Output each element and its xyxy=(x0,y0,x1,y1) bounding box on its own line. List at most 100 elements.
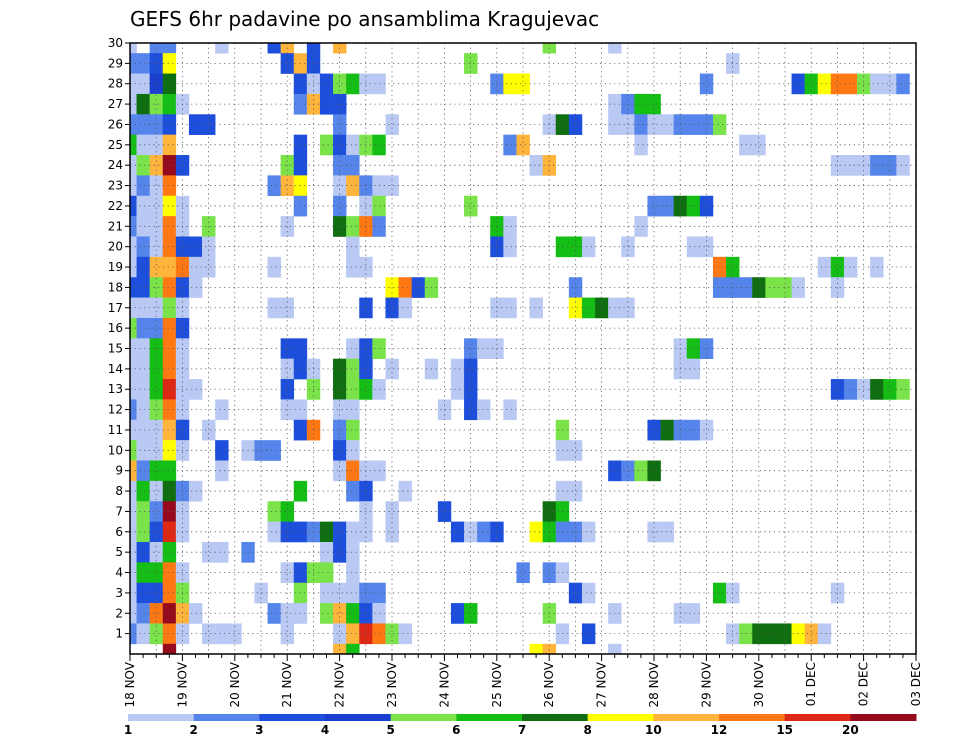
heatmap-cell xyxy=(202,541,216,563)
heatmap-cell xyxy=(372,216,386,237)
y-tick-label: 24 xyxy=(108,158,123,172)
heatmap-cell xyxy=(870,379,884,400)
x-tick-label: 21 NOV xyxy=(280,661,294,707)
y-axis: 1234567891011121314151617181920212223242… xyxy=(108,36,130,641)
heatmap-cell xyxy=(346,562,360,584)
heatmap-cell xyxy=(398,480,412,502)
heatmap-cell xyxy=(136,195,150,217)
heatmap-cell xyxy=(346,155,360,176)
heatmap-cell xyxy=(817,73,832,95)
heatmap-cell xyxy=(346,236,360,258)
heatmap-cell xyxy=(149,134,164,156)
heatmap-cell xyxy=(293,53,308,74)
heatmap-cell xyxy=(162,460,177,482)
heatmap-cell xyxy=(162,317,177,339)
heatmap-cell xyxy=(188,236,203,258)
heatmap-cell xyxy=(280,297,295,319)
heatmap-cell xyxy=(883,73,897,95)
heatmap-cell xyxy=(267,603,281,624)
heatmap-cell xyxy=(686,603,701,624)
y-tick-label: 20 xyxy=(108,240,123,254)
heatmap-cell xyxy=(621,297,635,319)
legend-swatch xyxy=(653,714,720,721)
x-tick-label: 20 NOV xyxy=(228,661,242,707)
heatmap-cell xyxy=(280,53,295,74)
heatmap-cell xyxy=(634,114,648,135)
heatmap-cell xyxy=(149,297,164,319)
heatmap-cell xyxy=(136,114,150,135)
heatmap-cell xyxy=(437,501,452,522)
heatmap-cell xyxy=(503,134,517,156)
heatmap-cell xyxy=(686,338,701,359)
heatmap-cell xyxy=(130,43,137,54)
heatmap-cell xyxy=(267,440,281,461)
heatmap-cell xyxy=(162,175,177,197)
heatmap-cell xyxy=(130,155,137,176)
heatmap-cell xyxy=(896,73,910,95)
heatmap-cell xyxy=(319,582,334,604)
heatmap-cell xyxy=(319,521,334,543)
heatmap-cell xyxy=(267,521,281,543)
heatmap-cell xyxy=(333,603,347,624)
heatmap-cell xyxy=(130,419,137,441)
heatmap-cell xyxy=(346,358,360,380)
heatmap-cell xyxy=(293,582,308,604)
heatmap-cell xyxy=(130,277,137,298)
heatmap-cell xyxy=(293,521,308,543)
heatmap-cell xyxy=(699,419,714,441)
heatmap-cell xyxy=(346,379,360,400)
heatmap-cell xyxy=(136,73,150,95)
legend-swatch xyxy=(719,714,786,721)
x-tick-label: 24 NOV xyxy=(437,661,451,707)
heatmap-cell xyxy=(267,175,281,197)
heatmap-cell xyxy=(130,195,137,217)
heatmap-cell xyxy=(372,195,386,217)
legend-label: 12 xyxy=(711,723,728,737)
heatmap-cell xyxy=(372,623,386,645)
heatmap-cell xyxy=(464,195,478,217)
heatmap-cell xyxy=(162,73,177,95)
heatmap-cell xyxy=(162,338,177,359)
legend-label: 6 xyxy=(452,723,460,737)
heatmap-cell xyxy=(202,419,216,441)
heatmap-cell xyxy=(333,541,347,563)
y-tick-label: 22 xyxy=(108,199,123,213)
legend-label: 3 xyxy=(255,723,263,737)
heatmap-cell xyxy=(830,256,845,278)
heatmap-cell xyxy=(621,114,635,135)
heatmap-cell xyxy=(385,114,399,135)
heatmap-cell xyxy=(346,134,360,156)
heatmap-cell xyxy=(333,114,347,135)
heatmap-cell xyxy=(130,134,137,156)
heatmap-cell xyxy=(503,216,517,237)
heatmap-cell xyxy=(372,460,386,482)
x-tick-label: 22 NOV xyxy=(333,661,347,707)
heatmap-cell xyxy=(130,480,137,502)
heatmap-cell xyxy=(130,603,137,624)
heatmap-cell xyxy=(136,521,150,543)
heatmap-cell xyxy=(162,297,177,319)
x-tick-label: 23 NOV xyxy=(385,661,399,707)
y-tick-label: 2 xyxy=(115,606,123,620)
heatmap-cell xyxy=(149,541,164,563)
y-tick-label: 29 xyxy=(108,56,123,70)
heatmap-cell xyxy=(149,603,164,624)
heatmap-cell xyxy=(130,562,137,584)
heatmap-cell xyxy=(149,317,164,339)
y-tick-label: 27 xyxy=(108,97,123,111)
heatmap-cell xyxy=(660,195,674,217)
heatmap-cell xyxy=(319,541,334,563)
heatmap-cell xyxy=(280,379,295,400)
heatmap-cell xyxy=(686,114,701,135)
heatmap-cell xyxy=(581,623,596,645)
heatmap-cell xyxy=(333,379,347,400)
heatmap-cell xyxy=(830,73,845,95)
heatmap-cell xyxy=(319,93,334,115)
y-tick-label: 26 xyxy=(108,117,123,131)
heatmap-cell xyxy=(529,521,543,543)
heatmap-cell xyxy=(385,623,399,645)
heatmap-cell xyxy=(883,379,897,400)
x-axis: 18 NOV 19 NOV 20 NOV 21 NOV 22 NOV 23 NOV 24 N… xyxy=(123,654,923,708)
heatmap-cell xyxy=(280,501,295,522)
